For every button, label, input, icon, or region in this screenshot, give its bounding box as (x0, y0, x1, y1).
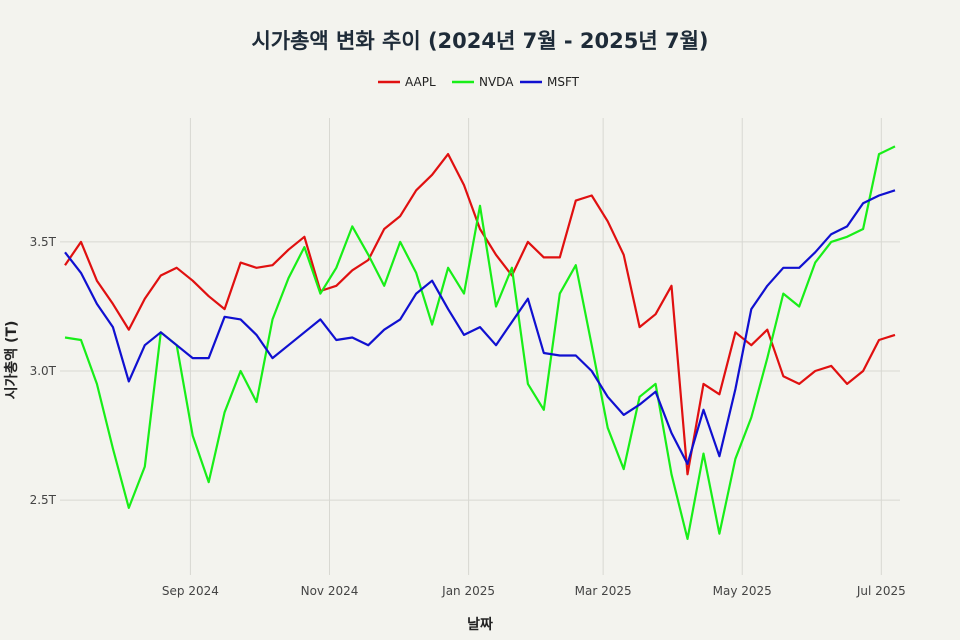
series-line-aapl (64, 153, 896, 476)
series-lines (64, 145, 896, 540)
x-axis-ticks: Sep 2024 Nov 2024 Jan 2025 Mar 2025 May 2025… (162, 584, 906, 598)
legend-label: AAPL (405, 75, 436, 89)
y-axis-ticks: 2.5T 3.0T 3.5T (30, 235, 57, 507)
legend-label: NVDA (479, 75, 514, 89)
y-tick-label: 3.5T (30, 235, 57, 249)
y-tick-label: 2.5T (30, 493, 57, 507)
x-tick-label: May 2025 (713, 584, 772, 598)
x-axis-label: 날짜 (467, 617, 493, 633)
chart-title: 시가총액 변화 추이 (2024년 7월 - 2025년 7월) (251, 29, 708, 53)
x-tick-label: Nov 2024 (301, 584, 359, 598)
x-tick-label: Mar 2025 (575, 584, 632, 598)
x-tick-label: Jan 2025 (441, 584, 495, 598)
y-axis-label: 시가총액 (T) (3, 321, 20, 400)
legend-label: MSFT (547, 75, 580, 89)
legend-item-msft: MSFT (520, 75, 580, 89)
series-line-msft (64, 189, 896, 466)
x-tick-label: Jul 2025 (856, 584, 906, 598)
legend-item-aapl: AAPL (378, 75, 436, 89)
legend: AAPL NVDA MSFT (378, 75, 580, 89)
legend-item-nvda: NVDA (452, 75, 514, 89)
series-line-nvda (64, 145, 896, 540)
x-tick-label: Sep 2024 (162, 584, 219, 598)
y-tick-label: 3.0T (30, 364, 57, 378)
